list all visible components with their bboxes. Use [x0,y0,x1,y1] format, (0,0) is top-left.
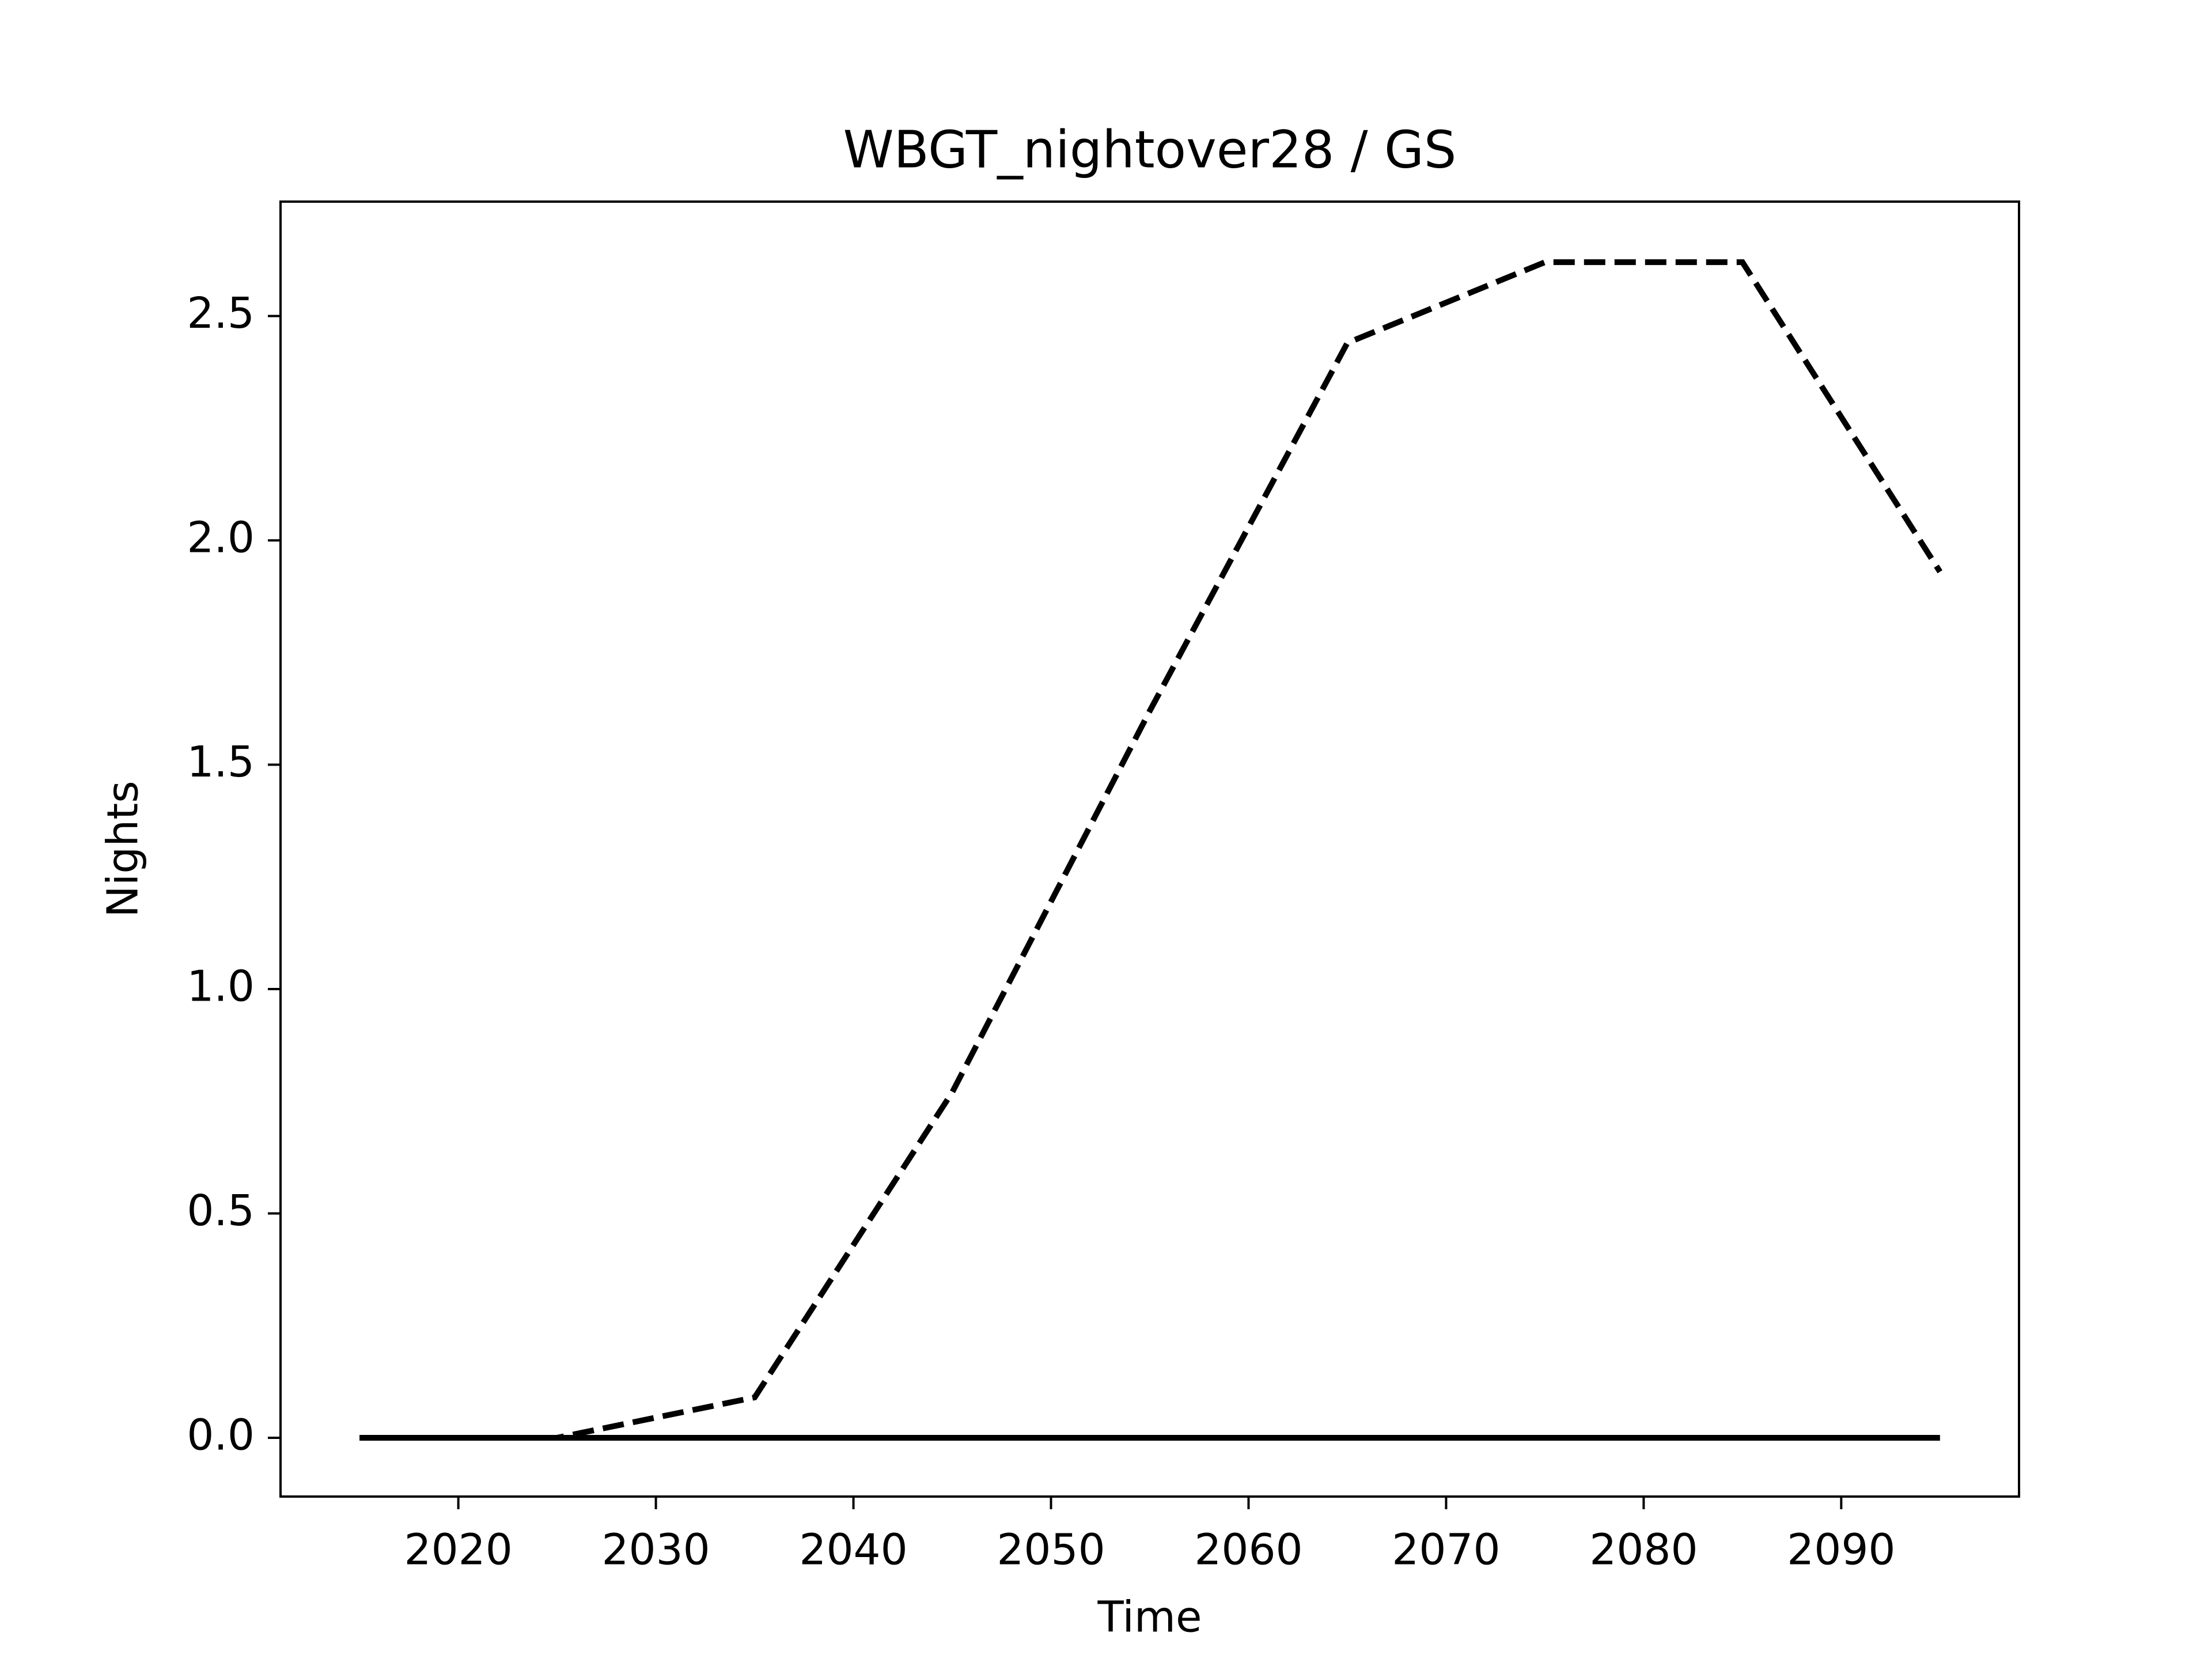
x-tick-label: 2080 [1589,1525,1698,1575]
x-tick-label: 2040 [799,1525,907,1575]
x-tick-label: 2070 [1392,1525,1500,1575]
y-tick-label: 1.5 [187,737,255,787]
x-axis-label: Time [1097,1593,1202,1642]
y-tick-label: 2.5 [187,289,255,338]
axes-frame [279,200,2020,1498]
x-tick-label: 2030 [601,1525,710,1575]
y-tick-label: 2.0 [187,513,255,563]
x-tick-label: 2090 [1787,1525,1895,1575]
x-tick-label: 2050 [997,1525,1105,1575]
y-tick-label: 0.0 [187,1410,255,1460]
x-tick-label: 2060 [1194,1525,1302,1575]
x-tick-label: 2020 [404,1525,512,1575]
y-tick-label: 1.0 [187,962,255,1012]
line-series [359,259,1943,1441]
chart-title: WBGT_nightover28 / GS [843,119,1457,179]
y-axis-label: Nights [99,781,148,917]
y-tick-label: 0.5 [187,1186,255,1236]
